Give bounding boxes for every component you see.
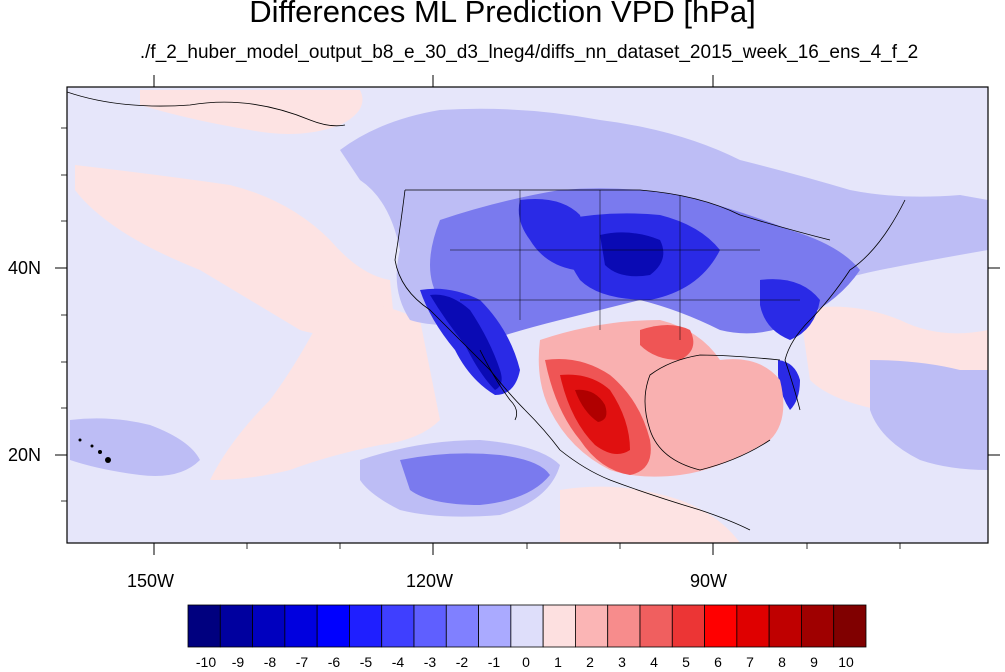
colorbar-swatch [833,604,867,648]
colorbar-swatch [736,604,770,648]
alaska-coast [67,91,346,127]
colorbar-label: -10 [195,654,217,670]
y-tick-label-40n: 40N [8,258,42,278]
colorbar-label: 8 [778,654,786,670]
colorbar-label: 10 [838,654,854,670]
us-west-coast [394,189,526,411]
vpd-field [67,87,988,543]
blue-region-hawaii [70,418,200,476]
colorbar-swatch [768,604,802,648]
colorbar-swatch [413,604,447,648]
x-tick-label-150w: 150W [127,571,175,591]
colorbar-swatch [445,604,479,648]
us-canada-border [405,189,831,241]
colorbar-swatch [478,604,512,648]
axis-ticks [55,75,1000,555]
colorbar-label: -8 [263,654,277,670]
colorbar-swatch [316,604,350,648]
colorbar-label: 0 [522,654,530,670]
colorbar-swatch [575,604,609,648]
colorbar-swatch [381,604,415,648]
colorbar-label: 1 [554,654,562,670]
colorbar-swatch [510,604,544,648]
y-tick-label-20n: 20N [8,445,42,465]
mid-blue-region-mx-pacific [400,453,550,505]
colorbar-label: 3 [618,654,626,670]
coastlines [67,91,906,531]
x-tick-label-120w: 120W [406,571,454,591]
us-east-coast [784,199,906,411]
x-tick-label-90w: 90W [690,571,728,591]
colorbar-label: 4 [650,654,658,670]
baja-california [479,349,518,421]
colorbar-label: -1 [487,654,501,670]
darkest-blue-region-plains [600,232,664,277]
blue-region-atlantic-east [870,360,988,470]
colorbar-swatch [542,604,576,648]
pink-region-pacific-north [75,165,395,335]
pink-region-pacific-central [210,300,440,480]
colorbar-label: -2 [455,654,469,670]
colorbar-label: 6 [714,654,722,670]
hawaii-islands [78,438,111,463]
deep-blue-region-northern-rockies [518,199,584,270]
colorbar-label: 2 [586,654,594,670]
us-state-lines [450,190,800,340]
colorbar-swatch [801,604,835,648]
map-title: Differences ML Prediction VPD [hPa] [249,0,756,29]
colorbar-label: -6 [327,654,341,670]
colorbar-swatch [187,604,221,648]
colorbar-label: -9 [231,654,245,670]
colorbar-label: -5 [359,654,373,670]
colorbar-swatch [349,604,383,648]
colorbar-label: 7 [746,654,754,670]
map-subtitle: ./f_2_huber_model_output_b8_e_30_d3_lneg… [139,42,919,63]
minor-ticks [61,127,901,549]
colorbar-swatch [671,604,705,648]
darkest-blue-region-california [430,294,502,390]
colorbar-swatch [639,604,673,648]
colorbar-label: -7 [295,654,309,670]
mexico-west-coast [524,409,751,531]
colorbar [187,604,867,648]
darkest-red-region-mexico [575,389,607,422]
colorbar-swatch [284,604,318,648]
deep-blue-region-florida [778,360,800,410]
colorbar-swatch [252,604,286,648]
colorbar-swatch [219,604,253,648]
pink-region-pacific-south [560,486,740,543]
colorbar-label: 9 [810,654,818,670]
colorbar-label: 5 [682,654,690,670]
gulf-coast [644,354,781,471]
colorbar-label: -4 [391,654,405,670]
pink-region-nw [140,90,363,134]
colorbar-swatch [607,604,641,648]
colorbar-label: -3 [423,654,437,670]
colorbar-swatch [704,604,738,648]
